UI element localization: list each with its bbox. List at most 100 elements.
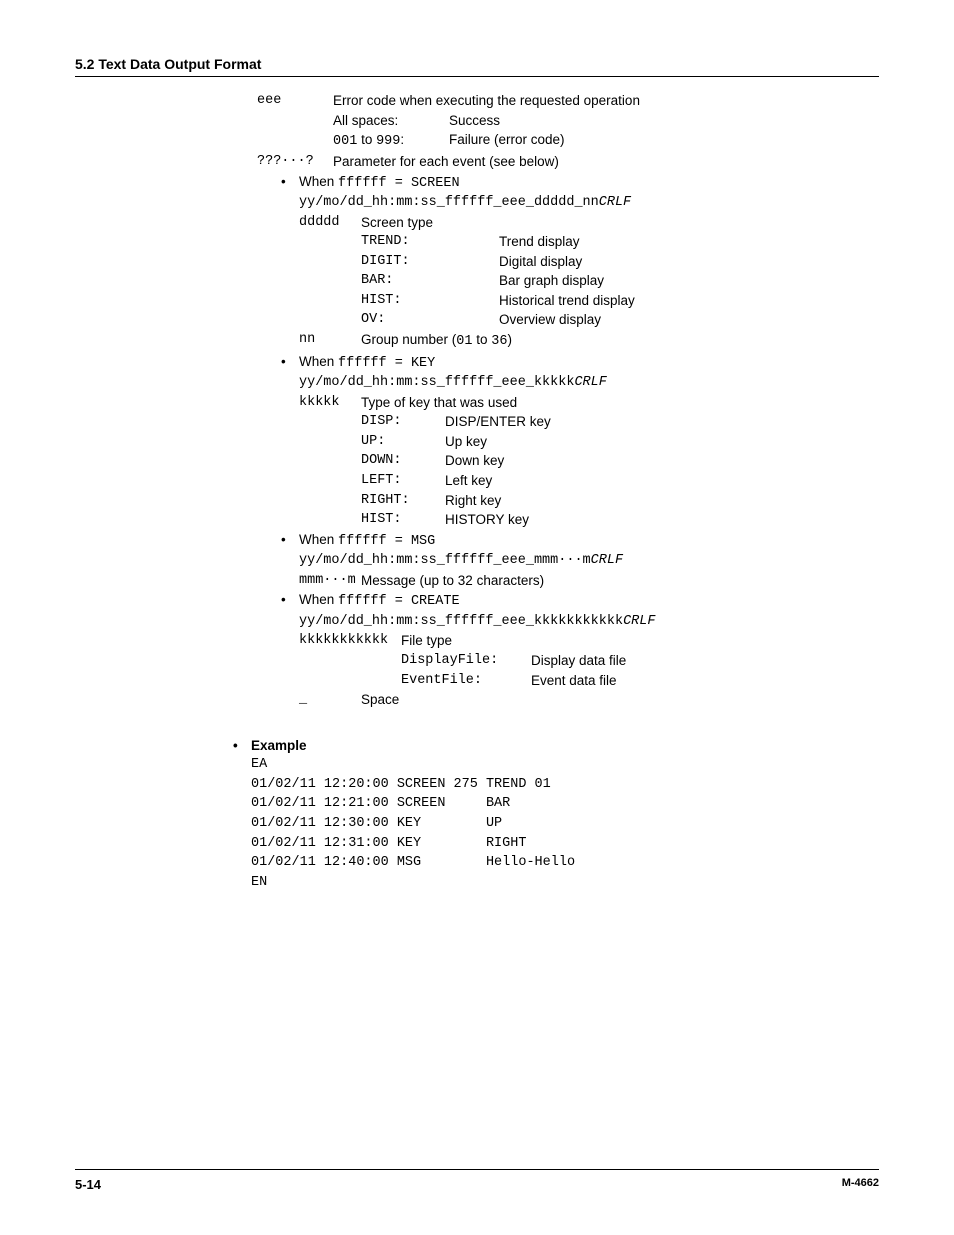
crlf: CRLF: [591, 553, 623, 568]
code: ffffff = MSG: [338, 534, 435, 549]
when-row: •When ffffff = CREATE: [281, 590, 879, 612]
cases: •When ffffff = SCREENyy/mo/dd_hh:mm:ss_f…: [257, 172, 879, 691]
code: 01: [456, 334, 472, 349]
code: ffffff = CREATE: [338, 594, 460, 609]
def-label: File type: [401, 631, 452, 651]
syntax-line: yy/mo/dd_hh:mm:ss_ffffff_eee_kkkkkkkkkkk…: [299, 612, 879, 632]
syntax-line: yy/mo/dd_hh:mm:ss_ffffff_eee_ddddd_nnCRL…: [299, 193, 879, 213]
def-label: Type of key that was used: [361, 393, 517, 413]
sub-key: RIGHT:: [361, 491, 445, 511]
def-subrow: HIST:HISTORY key: [361, 510, 879, 530]
when-row: •When ffffff = MSG: [281, 530, 879, 552]
code: ffffff = KEY: [338, 356, 435, 371]
def-row: dddddScreen type: [299, 213, 879, 233]
def-key: nn: [299, 330, 361, 350]
bullet-icon: •: [281, 172, 299, 192]
def-subrow: OV:Overview display: [361, 310, 879, 330]
def-subrows: DisplayFile:Display data fileEventFile:E…: [401, 651, 879, 690]
def-key: ddddd: [299, 213, 361, 233]
syntax-line: yy/mo/dd_hh:mm:ss_ffffff_eee_mmm···mCRLF: [299, 551, 879, 571]
def-subrow: HIST:Historical trend display: [361, 291, 879, 311]
def-label: Message (up to 32 characters): [361, 571, 544, 591]
eee-row-key: All spaces:: [333, 111, 449, 131]
text: :: [400, 132, 404, 147]
bullet-icon: •: [281, 590, 299, 610]
footer-page-number: 5-14: [75, 1176, 101, 1195]
sub-val: Display data file: [531, 651, 626, 671]
when-text: When ffffff = SCREEN: [299, 172, 460, 194]
def-row: kkkkkkkkkkkFile type: [299, 631, 879, 651]
def-row: nnGroup number (01 to 36): [299, 330, 879, 352]
text: When: [299, 532, 338, 547]
when-text: When ffffff = KEY: [299, 352, 435, 374]
sub-val: Down key: [445, 451, 504, 471]
sub-val: Bar graph display: [499, 271, 604, 291]
crlf: CRLF: [623, 614, 655, 629]
def-underscore: _ Space: [299, 690, 879, 710]
def-subrow: LEFT:Left key: [361, 471, 879, 491]
page: 5.2 Text Data Output Format eee Error co…: [0, 0, 954, 1235]
sub-key: HIST:: [361, 510, 445, 530]
def-key: eee: [257, 91, 333, 111]
sub-val: Digital display: [499, 252, 582, 272]
sub-val: HISTORY key: [445, 510, 529, 530]
sub-key: EventFile:: [401, 671, 531, 691]
sub-key: UP:: [361, 432, 445, 452]
def-subrow: DISP:DISP/ENTER key: [361, 412, 879, 432]
when-row: •When ffffff = KEY: [281, 352, 879, 374]
content-body: eee Error code when executing the reques…: [257, 91, 879, 892]
def-desc: Parameter for each event (see below): [333, 152, 559, 172]
bullet-icon: •: [281, 530, 299, 550]
code: ffffff = SCREEN: [338, 176, 460, 191]
def-key: kkkkkkkkkkk: [299, 631, 401, 651]
case-block: •When ffffff = CREATEyy/mo/dd_hh:mm:ss_f…: [281, 590, 879, 690]
bullet-icon: •: [281, 352, 299, 372]
def-subrow: DIGIT:Digital display: [361, 252, 879, 272]
footer-doc-id: M-4662: [842, 1176, 879, 1195]
sub-val: Historical trend display: [499, 291, 635, 311]
code: 999: [376, 134, 400, 149]
example-section: • Example EA 01/02/11 12:20:00 SCREEN 27…: [233, 736, 879, 893]
sub-key: DIGIT:: [361, 252, 499, 272]
sub-key: HIST:: [361, 291, 499, 311]
sub-val: Overview display: [499, 310, 601, 330]
sub-key: DISP:: [361, 412, 445, 432]
case-block: •When ffffff = MSGyy/mo/dd_hh:mm:ss_ffff…: [281, 530, 879, 591]
def-subrows: TREND:Trend displayDIGIT:Digital display…: [361, 232, 879, 330]
crlf: CRLF: [574, 375, 606, 390]
def-label: Screen type: [361, 213, 433, 233]
def-key: _: [299, 690, 361, 710]
sub-val: Right key: [445, 491, 501, 511]
syntax-line: yy/mo/dd_hh:mm:ss_ffffff_eee_kkkkkCRLF: [299, 373, 879, 393]
when-row: •When ffffff = SCREEN: [281, 172, 879, 194]
sub-key: BAR:: [361, 271, 499, 291]
when-text: When ffffff = MSG: [299, 530, 435, 552]
eee-row-val: Success: [449, 111, 500, 131]
text: When: [299, 354, 338, 369]
section-header: 5.2 Text Data Output Format: [75, 54, 879, 77]
when-text: When ffffff = CREATE: [299, 590, 460, 612]
sub-key: LEFT:: [361, 471, 445, 491]
def-subrow: EventFile:Event data file: [401, 671, 879, 691]
def-subrow: BAR:Bar graph display: [361, 271, 879, 291]
def-desc: Space: [361, 690, 399, 710]
sub-key: OV:: [361, 310, 499, 330]
def-key: mmm···m: [299, 571, 361, 591]
eee-row-val: Failure (error code): [449, 130, 565, 150]
eee-row-1: 001 to 999: Failure (error code): [333, 130, 879, 152]
code: 001: [333, 134, 357, 149]
eee-row-0: All spaces: Success: [333, 111, 879, 131]
def-subrow: DOWN:Down key: [361, 451, 879, 471]
sub-key: DisplayFile:: [401, 651, 531, 671]
code: 36: [491, 334, 507, 349]
bullet-icon: •: [233, 736, 251, 756]
case-block: •When ffffff = KEYyy/mo/dd_hh:mm:ss_ffff…: [281, 352, 879, 530]
case-block: •When ffffff = SCREENyy/mo/dd_hh:mm:ss_f…: [281, 172, 879, 352]
sub-val: Left key: [445, 471, 492, 491]
crlf: CRLF: [599, 195, 631, 210]
page-footer: 5-14 M-4662: [75, 1169, 879, 1195]
example-heading: Example: [251, 736, 307, 756]
def-label: Group number (01 to 36): [361, 330, 512, 352]
def-key: kkkkk: [299, 393, 361, 413]
text: When: [299, 174, 338, 189]
